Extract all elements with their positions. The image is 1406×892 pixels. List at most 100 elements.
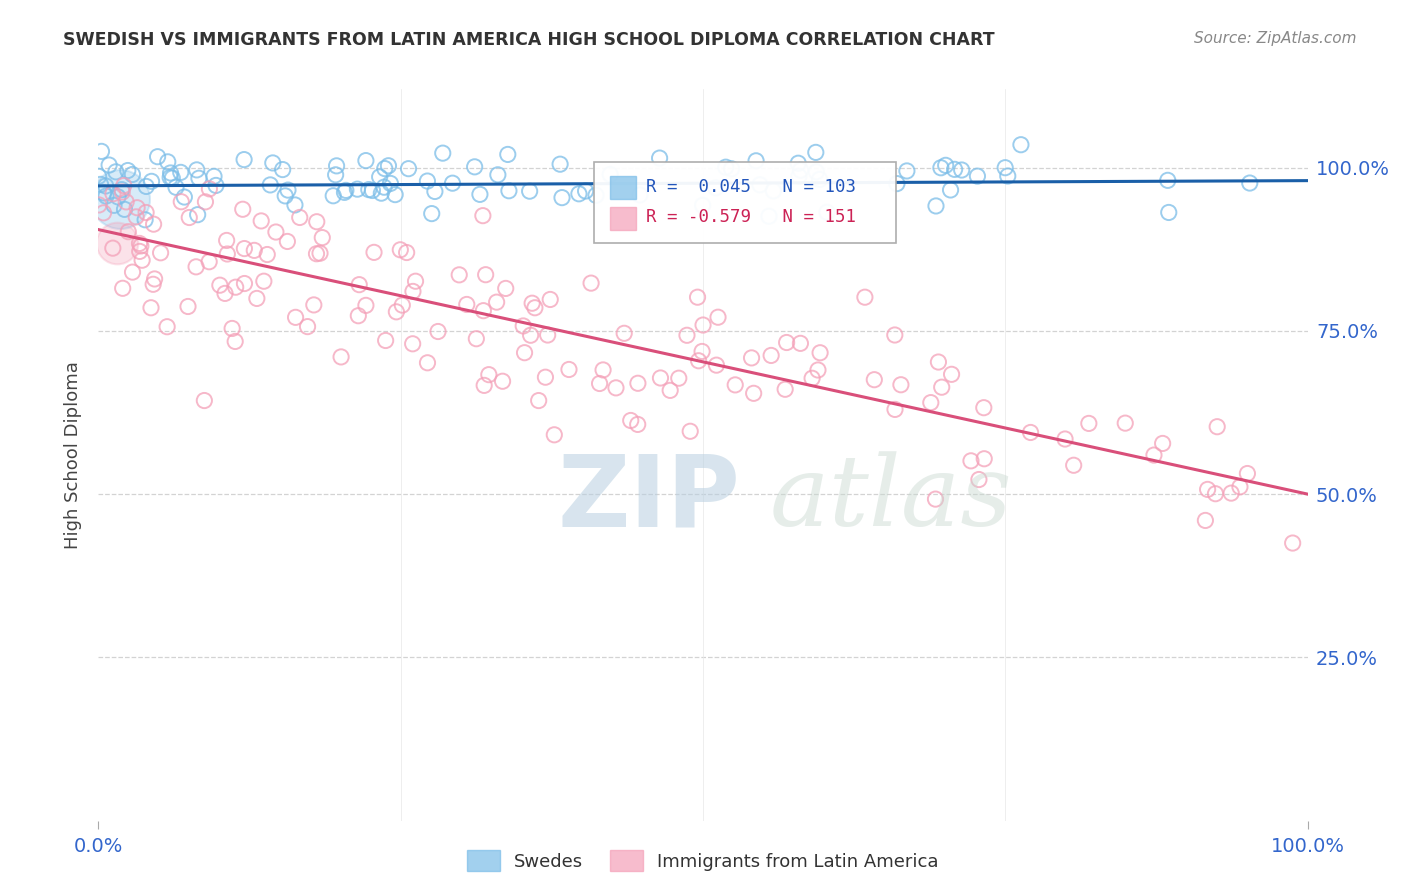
Point: [472, 378, 495, 392]
Point: [707, 310, 730, 325]
Point: [347, 277, 370, 292]
Point: [574, 184, 596, 198]
Point: [456, 297, 478, 311]
Point: [143, 272, 166, 286]
Point: [627, 417, 650, 432]
Point: [373, 180, 395, 194]
Point: [205, 178, 228, 193]
Point: [354, 153, 377, 168]
Point: [994, 161, 1017, 175]
Point: [789, 163, 811, 178]
Point: [398, 161, 420, 176]
Point: [886, 177, 908, 191]
Point: [284, 310, 307, 325]
Point: [246, 292, 269, 306]
Point: [920, 395, 942, 409]
Point: [519, 184, 541, 198]
Point: [202, 169, 225, 184]
Point: [935, 158, 957, 172]
Point: [724, 377, 747, 392]
Point: [149, 245, 172, 260]
Point: [127, 201, 149, 215]
Point: [274, 189, 297, 203]
Point: [117, 225, 139, 239]
Point: [801, 371, 824, 385]
Point: [271, 162, 294, 177]
Point: [883, 328, 905, 343]
Point: [472, 303, 495, 318]
Point: [184, 260, 207, 274]
Point: [423, 185, 446, 199]
Point: [325, 159, 347, 173]
Point: [305, 246, 328, 260]
Point: [973, 451, 995, 466]
Point: [745, 153, 768, 168]
Point: [690, 344, 713, 359]
Point: [112, 178, 135, 193]
Text: atlas: atlas: [769, 451, 1012, 547]
Point: [648, 151, 671, 165]
Point: [523, 301, 546, 315]
Point: [325, 168, 347, 182]
Point: [170, 194, 193, 209]
Point: [311, 230, 333, 244]
Point: [198, 254, 221, 268]
Point: [759, 348, 782, 362]
Point: [465, 332, 488, 346]
Point: [284, 198, 307, 212]
Point: [187, 208, 209, 222]
Point: [498, 184, 520, 198]
Point: [592, 363, 614, 377]
Point: [950, 163, 973, 178]
Point: [686, 290, 709, 304]
Point: [579, 276, 602, 290]
Point: [967, 473, 990, 487]
Point: [806, 165, 828, 179]
Point: [628, 188, 651, 202]
Text: SWEDISH VS IMMIGRANTS FROM LATIN AMERICA HIGH SCHOOL DIPLOMA CORRELATION CHART: SWEDISH VS IMMIGRANTS FROM LATIN AMERICA…: [63, 31, 995, 49]
Point: [357, 183, 380, 197]
Point: [233, 242, 256, 256]
Point: [441, 176, 464, 190]
Bar: [610, 176, 637, 199]
Point: [90, 178, 112, 192]
FancyBboxPatch shape: [595, 162, 897, 243]
Point: [668, 371, 690, 385]
Point: [1236, 467, 1258, 481]
Point: [416, 356, 439, 370]
Point: [997, 169, 1019, 183]
Point: [538, 293, 561, 307]
Text: ZIP: ZIP: [558, 450, 741, 548]
Point: [720, 161, 742, 176]
Point: [330, 350, 353, 364]
Point: [543, 427, 565, 442]
Point: [156, 319, 179, 334]
Point: [111, 183, 134, 197]
Point: [808, 345, 831, 359]
Point: [890, 377, 912, 392]
Point: [558, 362, 581, 376]
Point: [214, 286, 236, 301]
Point: [650, 371, 672, 385]
Point: [471, 209, 494, 223]
Point: [179, 211, 201, 225]
Point: [224, 334, 246, 349]
Point: [520, 296, 543, 310]
Point: [495, 281, 517, 295]
Point: [253, 274, 276, 288]
Point: [449, 268, 471, 282]
Point: [114, 202, 136, 217]
Point: [170, 165, 193, 179]
Point: [173, 190, 195, 204]
Point: [748, 178, 770, 192]
Point: [804, 145, 827, 160]
Point: [232, 202, 254, 217]
Point: [548, 157, 571, 171]
Point: [863, 373, 886, 387]
Point: [1157, 205, 1180, 219]
Point: [225, 280, 247, 294]
Point: [277, 183, 299, 197]
Point: [125, 210, 148, 224]
Point: [370, 186, 392, 201]
Point: [389, 243, 412, 257]
